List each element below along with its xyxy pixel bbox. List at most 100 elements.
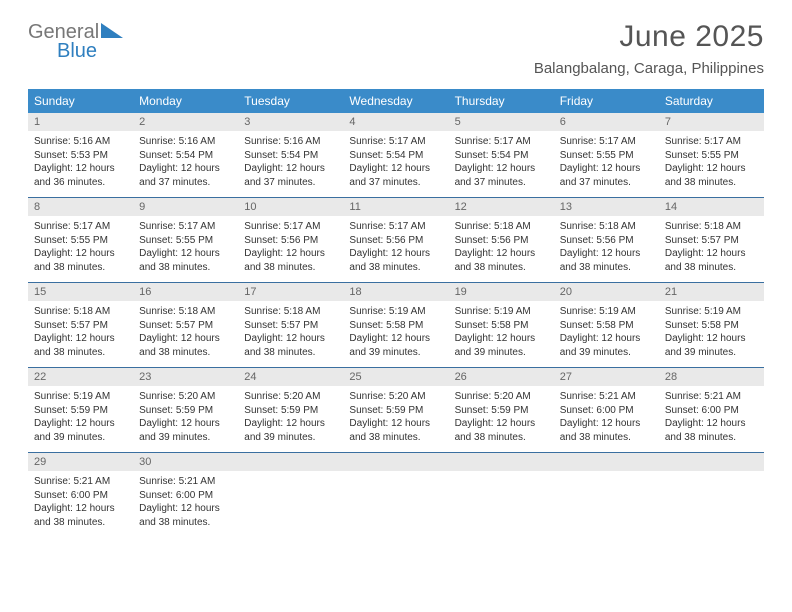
day-cell: Sunrise: 5:17 AMSunset: 5:55 PMDaylight:…: [133, 216, 238, 282]
sunset-text: Sunset: 5:53 PM: [34, 149, 127, 163]
page: General Blue June 2025 Balangbalang, Car…: [0, 0, 792, 612]
day-number: 3: [238, 113, 343, 131]
day-number: 14: [659, 198, 764, 216]
daylight-text: Daylight: 12 hours and 38 minutes.: [139, 247, 232, 274]
title-block: June 2025 Balangbalang, Caraga, Philippi…: [534, 20, 764, 77]
daylight-text: Daylight: 12 hours and 37 minutes.: [560, 162, 653, 189]
header: General Blue June 2025 Balangbalang, Car…: [28, 20, 764, 77]
week: 22232425262728Sunrise: 5:19 AMSunset: 5:…: [28, 367, 764, 452]
sunset-text: Sunset: 5:59 PM: [455, 404, 548, 418]
calendar: Sunday Monday Tuesday Wednesday Thursday…: [28, 89, 764, 537]
sunset-text: Sunset: 5:54 PM: [139, 149, 232, 163]
cell-row: Sunrise: 5:16 AMSunset: 5:53 PM Daylight:…: [28, 131, 764, 197]
day-number: 5: [449, 113, 554, 131]
day-cell: [449, 471, 554, 537]
sunrise-text: Sunrise: 5:21 AM: [34, 475, 127, 489]
daylight-text: Daylight: 12 hours and 38 minutes.: [349, 247, 442, 274]
logo: General Blue: [28, 20, 148, 60]
day-number: 9: [133, 198, 238, 216]
day-cell: Sunrise: 5:17 AMSunset: 5:54 PMDaylight:…: [343, 131, 448, 197]
day-number: [343, 453, 448, 471]
sunset-text: Sunset: 5:57 PM: [665, 234, 758, 248]
day-number: 23: [133, 368, 238, 386]
daynum-row: 22232425262728: [28, 368, 764, 386]
sunrise-text: Sunrise: 5:17 AM: [349, 220, 442, 234]
day-number: [238, 453, 343, 471]
daylight-text: Daylight: 12 hours and 38 minutes.: [665, 162, 758, 189]
day-number: 30: [133, 453, 238, 471]
sunrise-text: Sunrise: 5:17 AM: [244, 220, 337, 234]
daynum-row: 2930: [28, 453, 764, 471]
week: 15161718192021Sunrise: 5:18 AMSunset: 5:…: [28, 282, 764, 367]
day-number: 10: [238, 198, 343, 216]
daylight-text: Daylight: 12 hours and 39 minutes.: [455, 332, 548, 359]
day-header-sat: Saturday: [659, 89, 764, 113]
day-number: [659, 453, 764, 471]
sunrise-text: Sunrise: 5:17 AM: [349, 135, 442, 149]
day-number: 19: [449, 283, 554, 301]
day-cell: Sunrise: 5:18 AMSunset: 5:56 PMDaylight:…: [449, 216, 554, 282]
daylight-text: Daylight: 12 hours and 37 minutes.: [244, 162, 337, 189]
day-number: 13: [554, 198, 659, 216]
sunset-text: Sunset: 5:54 PM: [349, 149, 442, 163]
sunrise-text: Sunrise: 5:18 AM: [665, 220, 758, 234]
sunrise-text: Sunrise: 5:17 AM: [455, 135, 548, 149]
sunset-text: Sunset: 5:54 PM: [244, 149, 337, 163]
day-cell: Sunrise: 5:17 AMSunset: 5:55 PMDaylight:…: [554, 131, 659, 197]
sunrise-text: Sunrise: 5:16 AM: [34, 135, 127, 149]
sunrise-text: Sunrise: 5:20 AM: [139, 390, 232, 404]
sunrise-text: Sunrise: 5:17 AM: [34, 220, 127, 234]
day-cell: Sunrise: 5:19 AMSunset: 5:58 PMDaylight:…: [449, 301, 554, 367]
location-text: Balangbalang, Caraga, Philippines: [534, 60, 764, 77]
weeks-container: 1234567Sunrise: 5:16 AMSunset: 5:53 PMDa…: [28, 113, 764, 537]
day-cell: Sunrise: 5:21 AMSunset: 6:00 PMDaylight:…: [133, 471, 238, 537]
day-number: 11: [343, 198, 448, 216]
day-cell: Sunrise: 5:20 AMSunset: 5:59 PMDaylight:…: [449, 386, 554, 452]
daylight-text: Daylight: 12 hours and 38 minutes.: [34, 502, 127, 529]
sunset-text: Sunset: 6:00 PM: [34, 489, 127, 503]
daylight-text: Daylight: 12 hours and 37 minutes.: [349, 162, 442, 189]
sunset-text: Sunset: 5:57 PM: [244, 319, 337, 333]
sunrise-text: Sunrise: 5:17 AM: [560, 135, 653, 149]
sunset-text: Sunset: 5:55 PM: [560, 149, 653, 163]
day-number: 6: [554, 113, 659, 131]
logo-triangle-icon: [101, 23, 123, 38]
sunrise-text: Sunrise: 5:18 AM: [34, 305, 127, 319]
day-cell: Sunrise: 5:18 AMSunset: 5:56 PMDaylight:…: [554, 216, 659, 282]
day-number: 7: [659, 113, 764, 131]
day-number: 8: [28, 198, 133, 216]
day-number: 27: [554, 368, 659, 386]
day-header-fri: Friday: [554, 89, 659, 113]
sunrise-text: Sunrise: 5:18 AM: [244, 305, 337, 319]
sunrise-text: Sunrise: 5:18 AM: [560, 220, 653, 234]
sunset-text: Sunset: 5:58 PM: [560, 319, 653, 333]
day-cell: Sunrise: 5:18 AMSunset: 5:57 PMDaylight:…: [659, 216, 764, 282]
day-number: 25: [343, 368, 448, 386]
day-number: [554, 453, 659, 471]
day-cell: [554, 471, 659, 537]
sunset-text: Sunset: 5:56 PM: [560, 234, 653, 248]
day-number: 18: [343, 283, 448, 301]
sunset-text: Sunset: 5:56 PM: [455, 234, 548, 248]
day-number: 1: [28, 113, 133, 131]
day-cell: Sunrise: 5:16 AMSunset: 5:53 PMDaylight:…: [28, 131, 133, 197]
cell-row: Sunrise: 5:17 AMSunset: 5:55 PMDaylight:…: [28, 216, 764, 282]
day-number: 22: [28, 368, 133, 386]
day-number: 12: [449, 198, 554, 216]
sunset-text: Sunset: 5:57 PM: [139, 319, 232, 333]
daynum-row: 891011121314: [28, 198, 764, 216]
day-number: 21: [659, 283, 764, 301]
daylight-text: Daylight: 12 hours and 39 minutes.: [665, 332, 758, 359]
sunset-text: Sunset: 5:55 PM: [665, 149, 758, 163]
day-cell: Sunrise: 5:16 AMSunset: 5:54 PMDaylight:…: [238, 131, 343, 197]
day-number: 28: [659, 368, 764, 386]
daynum-row: 15161718192021: [28, 283, 764, 301]
sunrise-text: Sunrise: 5:17 AM: [139, 220, 232, 234]
day-header-wed: Wednesday: [343, 89, 448, 113]
sunrise-text: Sunrise: 5:19 AM: [560, 305, 653, 319]
day-cell: Sunrise: 5:19 AMSunset: 5:58 PMDaylight:…: [659, 301, 764, 367]
sunset-text: Sunset: 5:59 PM: [244, 404, 337, 418]
sunrise-text: Sunrise: 5:21 AM: [560, 390, 653, 404]
daylight-text: Daylight: 12 hours and 38 minutes.: [34, 247, 127, 274]
day-cell: Sunrise: 5:18 AMSunset: 5:57 PMDaylight:…: [238, 301, 343, 367]
